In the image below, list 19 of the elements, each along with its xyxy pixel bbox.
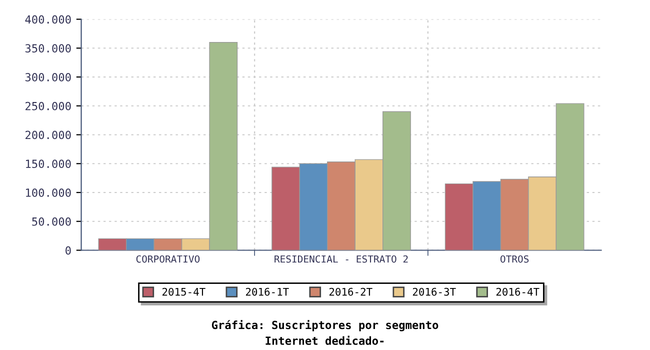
y-tick-label: 50.000	[32, 217, 71, 226]
y-tick-label: 400.000	[25, 15, 71, 24]
y-tick-label: 250.000	[26, 102, 71, 110]
legend-label: 2016-1T	[246, 288, 289, 296]
legend-label: 2016-3T	[412, 288, 456, 296]
y-tick-label: 200.000	[26, 130, 71, 140]
x-tick-label: OTROS	[500, 255, 529, 263]
x-tick-label: CORPORATIVO	[136, 255, 200, 263]
legend-label: 2015-4T	[162, 288, 206, 296]
y-tick-label: 100.000	[26, 188, 71, 197]
legend-label: 2016-4T	[496, 288, 540, 296]
x-tick-label: RESIDENCIAL - ESTRATO 2	[274, 255, 408, 263]
legend-label: 2016-2T	[329, 288, 372, 296]
y-tick-label: 0	[66, 246, 71, 255]
text: Gráfica: Suscriptores por segmento	[212, 320, 438, 332]
y-tick-label: 300.000	[25, 73, 71, 82]
text: Internet dedicado-	[266, 336, 384, 345]
y-tick-label: 150.000	[26, 160, 71, 168]
y-tick-label: 350.000	[25, 44, 71, 53]
